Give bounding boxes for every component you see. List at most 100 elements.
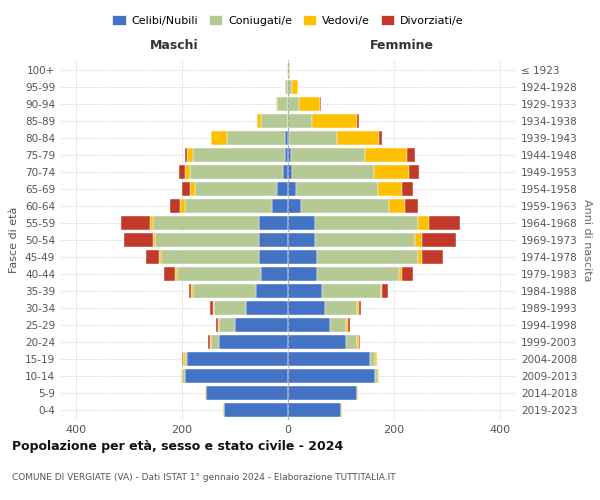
Bar	[415, 233, 422, 247]
Bar	[286, 148, 288, 162]
Bar	[296, 182, 378, 196]
Bar	[185, 352, 187, 366]
Bar	[276, 97, 277, 111]
Bar	[259, 216, 288, 230]
Bar	[191, 284, 193, 298]
Bar	[314, 233, 415, 247]
Bar	[286, 80, 288, 94]
Bar	[389, 199, 404, 213]
Bar	[378, 369, 379, 383]
Bar	[181, 369, 182, 383]
Bar	[182, 352, 183, 366]
Bar	[155, 233, 259, 247]
Bar	[175, 267, 176, 281]
Bar	[272, 199, 288, 213]
Bar	[288, 301, 325, 315]
Bar	[407, 148, 415, 162]
Bar	[227, 131, 286, 145]
Bar	[404, 199, 418, 213]
Bar	[317, 250, 418, 264]
Bar	[257, 114, 262, 128]
Bar	[288, 403, 341, 417]
Bar	[290, 148, 365, 162]
Bar	[365, 148, 407, 162]
Bar	[288, 199, 301, 213]
Y-axis label: Fasce di età: Fasce di età	[10, 207, 19, 273]
Bar	[213, 301, 214, 315]
Bar	[346, 318, 348, 332]
Bar	[193, 148, 286, 162]
Bar	[288, 131, 289, 145]
Bar	[210, 301, 213, 315]
Bar	[400, 267, 402, 281]
Bar	[283, 165, 288, 179]
Bar	[277, 97, 288, 111]
Bar	[292, 165, 374, 179]
Bar	[161, 250, 259, 264]
Bar	[185, 369, 288, 383]
Bar	[418, 216, 428, 230]
Bar	[185, 199, 272, 213]
Bar	[164, 267, 175, 281]
Bar	[189, 284, 191, 298]
Bar	[288, 250, 317, 264]
Bar	[288, 182, 296, 196]
Bar	[217, 318, 218, 332]
Bar	[195, 182, 277, 196]
Bar	[376, 352, 377, 366]
Bar	[288, 114, 312, 128]
Bar	[259, 250, 288, 264]
Bar	[179, 165, 185, 179]
Bar	[153, 216, 259, 230]
Bar	[170, 199, 181, 213]
Bar	[301, 199, 389, 213]
Bar	[346, 335, 357, 349]
Bar	[121, 216, 150, 230]
Bar	[379, 131, 382, 145]
Bar	[211, 335, 219, 349]
Bar	[312, 114, 357, 128]
Bar	[182, 369, 185, 383]
Bar	[331, 318, 346, 332]
Bar	[288, 233, 314, 247]
Bar	[224, 403, 288, 417]
Bar	[289, 63, 290, 77]
Bar	[288, 80, 292, 94]
Bar	[288, 148, 290, 162]
Bar	[288, 97, 299, 111]
Bar	[190, 182, 195, 196]
Bar	[235, 318, 288, 332]
Bar	[185, 148, 187, 162]
Bar	[219, 335, 288, 349]
Bar	[288, 386, 357, 400]
Bar	[378, 182, 402, 196]
Bar	[262, 114, 288, 128]
Bar	[286, 131, 288, 145]
Bar	[418, 250, 422, 264]
Bar	[219, 318, 235, 332]
Bar	[402, 182, 413, 196]
Bar	[422, 250, 443, 264]
Bar	[206, 386, 288, 400]
Bar	[348, 318, 350, 332]
Bar	[381, 284, 382, 298]
Bar	[337, 131, 379, 145]
Bar	[314, 216, 418, 230]
Bar	[205, 386, 206, 400]
Bar	[370, 352, 376, 366]
Bar	[299, 97, 320, 111]
Text: COMUNE DI VERGIATE (VA) - Dati ISTAT 1° gennaio 2024 - Elaborazione TUTTITALIA.I: COMUNE DI VERGIATE (VA) - Dati ISTAT 1° …	[12, 473, 395, 482]
Bar	[374, 165, 409, 179]
Bar	[288, 165, 292, 179]
Bar	[322, 284, 381, 298]
Bar	[193, 284, 256, 298]
Bar	[288, 284, 322, 298]
Bar	[288, 318, 331, 332]
Bar	[187, 352, 288, 366]
Bar	[146, 250, 159, 264]
Bar	[288, 63, 289, 77]
Bar	[357, 386, 358, 400]
Bar	[182, 182, 190, 196]
Bar	[357, 114, 359, 128]
Bar	[287, 63, 288, 77]
